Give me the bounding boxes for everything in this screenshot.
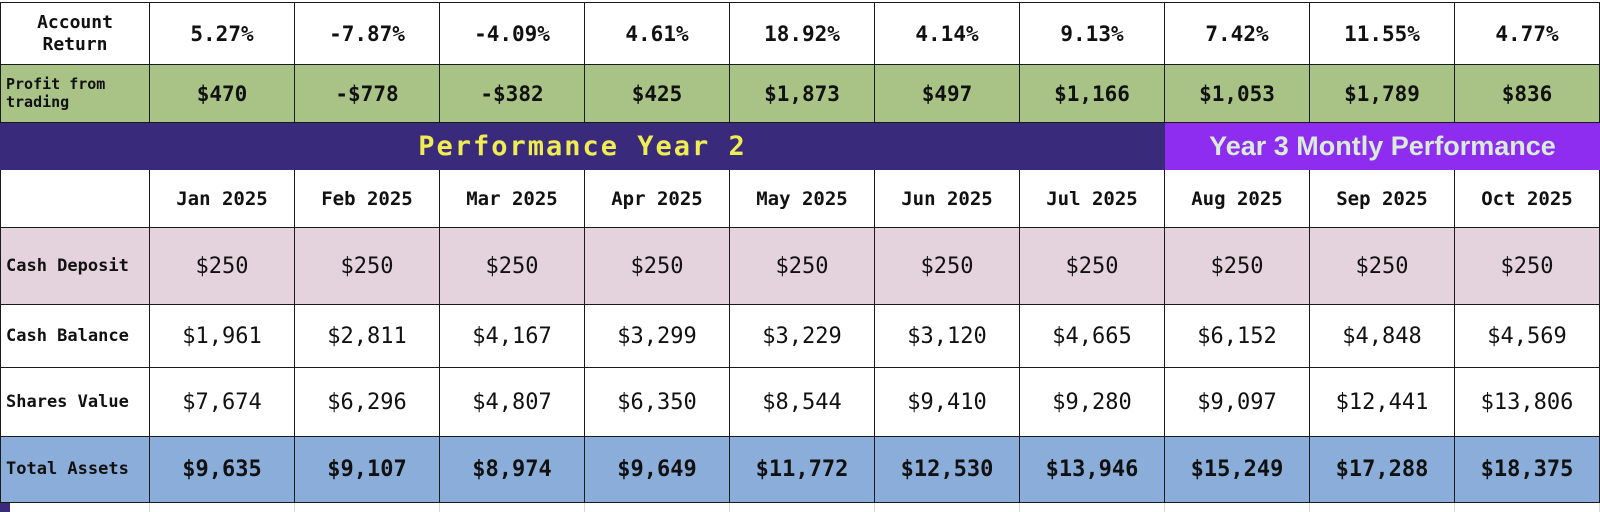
cell-shares-value-apr[interactable]: $6,350 xyxy=(585,368,730,437)
row-label-cash-balance[interactable]: Cash Balance xyxy=(0,305,150,368)
cell-account-return-jun[interactable]: 4.14% xyxy=(875,2,1020,65)
cell-shares-value-feb[interactable]: $6,296 xyxy=(295,368,440,437)
cell-cash-balance-oct[interactable]: $4,569 xyxy=(1455,305,1600,368)
cell-profit-may[interactable]: $1,873 xyxy=(730,65,875,123)
cell-profit-jun[interactable]: $497 xyxy=(875,65,1020,123)
cell-cash-deposit-jun[interactable]: $250 xyxy=(875,228,1020,305)
month-header-mar[interactable]: Mar 2025 xyxy=(440,170,585,228)
cell-shares-value-aug[interactable]: $9,097 xyxy=(1165,368,1310,437)
cell-total-assets-aug[interactable]: $15,249 xyxy=(1165,437,1310,503)
month-header-sep[interactable]: Sep 2025 xyxy=(1310,170,1455,228)
cell-account-return-feb[interactable]: -7.87% xyxy=(295,2,440,65)
cell-cash-balance-mar[interactable]: $4,167 xyxy=(440,305,585,368)
cell-total-assets-jan[interactable]: $9,635 xyxy=(150,437,295,503)
month-header-feb[interactable]: Feb 2025 xyxy=(295,170,440,228)
cell-profit-apr[interactable]: $425 xyxy=(585,65,730,123)
cell-shares-value-sep[interactable]: $12,441 xyxy=(1310,368,1455,437)
cell-shares-value-jun[interactable]: $9,410 xyxy=(875,368,1020,437)
cell-cash-balance-jan[interactable]: $1,961 xyxy=(150,305,295,368)
cell-shares-value-may[interactable]: $8,544 xyxy=(730,368,875,437)
cell-cash-balance-apr[interactable]: $3,299 xyxy=(585,305,730,368)
cell-cash-balance-jun[interactable]: $3,120 xyxy=(875,305,1020,368)
cell-cash-balance-feb[interactable]: $2,811 xyxy=(295,305,440,368)
month-header-aug[interactable]: Aug 2025 xyxy=(1165,170,1310,228)
cell-shares-value-jul[interactable]: $9,280 xyxy=(1020,368,1165,437)
cell-cash-deposit-mar[interactable]: $250 xyxy=(440,228,585,305)
month-header-empty[interactable] xyxy=(0,170,150,228)
cell-account-return-apr[interactable]: 4.61% xyxy=(585,2,730,65)
row-label-total-assets[interactable]: Total Assets xyxy=(0,437,150,503)
cell-cash-deposit-jul[interactable]: $250 xyxy=(1020,228,1165,305)
cell-shares-value-jan[interactable]: $7,674 xyxy=(150,368,295,437)
cell-profit-sep[interactable]: $1,789 xyxy=(1310,65,1455,123)
cell-shares-value-mar[interactable]: $4,807 xyxy=(440,368,585,437)
cell-account-return-sep[interactable]: 11.55% xyxy=(1310,2,1455,65)
banner-year-3-monthly-performance[interactable]: Year 3 Montly Performance xyxy=(1165,123,1600,170)
cell-cash-balance-sep[interactable]: $4,848 xyxy=(1310,305,1455,368)
cell-profit-aug[interactable]: $1,053 xyxy=(1165,65,1310,123)
cell-total-assets-mar[interactable]: $8,974 xyxy=(440,437,585,503)
banner-performance-year-2[interactable]: Performance Year 2 xyxy=(0,123,1165,170)
month-header-may[interactable]: May 2025 xyxy=(730,170,875,228)
cell-total-assets-may[interactable]: $11,772 xyxy=(730,437,875,503)
cell-account-return-may[interactable]: 18.92% xyxy=(730,2,875,65)
table-row-cash-balance: Cash Balance $1,961 $2,811 $4,167 $3,299… xyxy=(0,305,1600,368)
cell-account-return-aug[interactable]: 7.42% xyxy=(1165,2,1310,65)
cell-total-assets-sep[interactable]: $17,288 xyxy=(1310,437,1455,503)
cell-cash-deposit-feb[interactable]: $250 xyxy=(295,228,440,305)
month-header-jun[interactable]: Jun 2025 xyxy=(875,170,1020,228)
cell-cash-deposit-oct[interactable]: $250 xyxy=(1455,228,1600,305)
cell-cash-deposit-apr[interactable]: $250 xyxy=(585,228,730,305)
cell-total-assets-apr[interactable]: $9,649 xyxy=(585,437,730,503)
month-header-jul[interactable]: Jul 2025 xyxy=(1020,170,1165,228)
cell-cash-deposit-aug[interactable]: $250 xyxy=(1165,228,1310,305)
cell-account-return-mar[interactable]: -4.09% xyxy=(440,2,585,65)
cell-account-return-jul[interactable]: 9.13% xyxy=(1020,2,1165,65)
cell-cash-balance-aug[interactable]: $6,152 xyxy=(1165,305,1310,368)
table-row-months: Jan 2025 Feb 2025 Mar 2025 Apr 2025 May … xyxy=(0,170,1600,228)
row-label-shares-value[interactable]: Shares Value xyxy=(0,368,150,437)
row-label-profit[interactable]: Profit from trading xyxy=(0,65,150,123)
cell-account-return-jan[interactable]: 5.27% xyxy=(150,2,295,65)
table-row-total-assets: Total Assets $9,635 $9,107 $8,974 $9,649… xyxy=(0,437,1600,503)
cell-profit-mar[interactable]: -$382 xyxy=(440,65,585,123)
table-row-profit: Profit from trading $470 -$778 -$382 $42… xyxy=(0,65,1600,123)
cell-cash-deposit-may[interactable]: $250 xyxy=(730,228,875,305)
cell-cash-deposit-sep[interactable]: $250 xyxy=(1310,228,1455,305)
bottom-left-corner-mark xyxy=(0,503,10,512)
month-header-oct[interactable]: Oct 2025 xyxy=(1455,170,1600,228)
row-label-cash-deposit[interactable]: Cash Deposit xyxy=(0,228,150,305)
cell-shares-value-oct[interactable]: $13,806 xyxy=(1455,368,1600,437)
top-gap xyxy=(0,0,1600,2)
cell-profit-feb[interactable]: -$778 xyxy=(295,65,440,123)
cell-total-assets-oct[interactable]: $18,375 xyxy=(1455,437,1600,503)
cell-profit-jul[interactable]: $1,166 xyxy=(1020,65,1165,123)
month-header-jan[interactable]: Jan 2025 xyxy=(150,170,295,228)
cell-profit-oct[interactable]: $836 xyxy=(1455,65,1600,123)
table-row-account-return: Account Return 5.27% -7.87% -4.09% 4.61%… xyxy=(0,2,1600,65)
row-label-account-return[interactable]: Account Return xyxy=(0,2,150,65)
cell-total-assets-jul[interactable]: $13,946 xyxy=(1020,437,1165,503)
cell-total-assets-feb[interactable]: $9,107 xyxy=(295,437,440,503)
cell-cash-balance-jul[interactable]: $4,665 xyxy=(1020,305,1165,368)
cell-account-return-oct[interactable]: 4.77% xyxy=(1455,2,1600,65)
table-row-cash-deposit: Cash Deposit $250 $250 $250 $250 $250 $2… xyxy=(0,228,1600,305)
banner-row: Performance Year 2 Year 3 Montly Perform… xyxy=(0,123,1600,170)
cell-total-assets-jun[interactable]: $12,530 xyxy=(875,437,1020,503)
cell-cash-balance-may[interactable]: $3,229 xyxy=(730,305,875,368)
cell-profit-jan[interactable]: $470 xyxy=(150,65,295,123)
table-row-shares-value: Shares Value $7,674 $6,296 $4,807 $6,350… xyxy=(0,368,1600,437)
cell-cash-deposit-jan[interactable]: $250 xyxy=(150,228,295,305)
month-header-apr[interactable]: Apr 2025 xyxy=(585,170,730,228)
bottom-grid-strip xyxy=(0,503,1600,512)
